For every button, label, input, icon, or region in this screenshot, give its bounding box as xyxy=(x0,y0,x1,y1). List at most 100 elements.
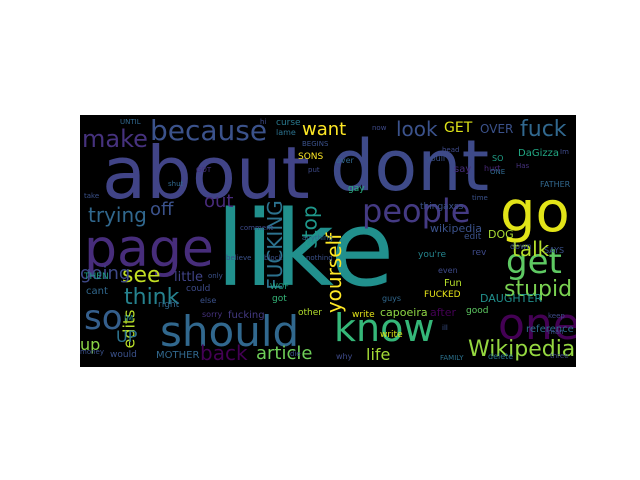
word: hurt xyxy=(484,164,501,173)
word: THEN xyxy=(84,272,109,282)
word: FUCKED xyxy=(424,290,461,300)
word: ONE xyxy=(490,168,506,176)
word: see xyxy=(122,263,161,288)
word: want xyxy=(302,119,347,140)
word: only xyxy=(208,272,223,280)
word: know xyxy=(334,306,435,350)
word: good xyxy=(466,306,489,316)
word: yourself xyxy=(322,232,347,314)
word: guys xyxy=(382,294,402,303)
word-cloud: about dont like page go people should kn… xyxy=(80,115,576,367)
word: even xyxy=(438,266,458,275)
word: thingaxss xyxy=(420,202,464,212)
word: trying xyxy=(88,203,147,227)
word: wikipedia xyxy=(430,222,483,235)
word: anything xyxy=(302,234,333,242)
word: nothing xyxy=(306,254,333,262)
word: other xyxy=(298,308,322,318)
word: stop xyxy=(297,205,322,249)
word: Im xyxy=(560,148,569,156)
word: off xyxy=(150,199,174,220)
word: shut xyxy=(168,180,184,188)
word: like xyxy=(216,188,395,310)
word: capoeira xyxy=(380,306,428,319)
word: should xyxy=(160,307,300,356)
word: FATHER xyxy=(540,180,571,189)
word: believe xyxy=(226,254,252,262)
word: take xyxy=(84,192,100,200)
word: stupid xyxy=(504,277,573,302)
word: put xyxy=(308,166,320,174)
word: Has xyxy=(516,162,530,170)
word: time xyxy=(472,194,488,202)
word: page xyxy=(84,219,214,279)
word: you're xyxy=(418,250,447,260)
word: man xyxy=(548,328,564,336)
word: down xyxy=(510,242,532,251)
word: cant xyxy=(86,286,108,297)
word: SONS xyxy=(298,152,324,162)
word: look xyxy=(396,117,438,141)
word: DOG xyxy=(488,228,514,241)
word: curse xyxy=(276,118,301,128)
word: right xyxy=(158,300,180,310)
word: reference xyxy=(526,324,574,335)
word: why xyxy=(336,352,353,361)
word: delete xyxy=(488,352,514,361)
word: WOF xyxy=(270,282,289,291)
word: die xyxy=(290,350,301,358)
word: fucking xyxy=(228,310,265,321)
word: Wikipedia xyxy=(468,337,576,362)
word: SAYS xyxy=(544,246,565,255)
word: one xyxy=(498,299,576,350)
word: talk xyxy=(512,237,550,261)
word: three xyxy=(550,352,569,360)
word: rev xyxy=(472,248,487,258)
word: up xyxy=(80,335,101,354)
word: UNTIL xyxy=(120,118,141,126)
word: MOTHER xyxy=(156,350,200,361)
word: could xyxy=(186,284,211,294)
word: go xyxy=(500,180,570,245)
word: keep xyxy=(548,312,565,320)
word: UP xyxy=(116,327,138,346)
word: write xyxy=(380,330,403,340)
word: write xyxy=(352,310,375,320)
word: now xyxy=(372,124,387,132)
word: head xyxy=(442,146,460,154)
word: hi xyxy=(260,118,267,126)
word: OVER xyxy=(480,122,514,136)
word: fuck xyxy=(520,117,567,142)
word: over xyxy=(336,156,354,165)
word: lame xyxy=(276,128,296,137)
word: out xyxy=(204,191,234,212)
word: people xyxy=(362,192,471,230)
word: youll xyxy=(426,154,446,163)
word: so xyxy=(84,298,123,338)
word: gay xyxy=(348,184,365,194)
word: ill xyxy=(442,324,448,332)
word: SO xyxy=(492,154,504,163)
word: say xyxy=(454,164,472,175)
word: GOT xyxy=(196,166,212,174)
word: get xyxy=(506,242,562,282)
word: going xyxy=(80,263,131,284)
word: GET xyxy=(444,120,473,136)
word: about xyxy=(102,131,310,215)
word: after xyxy=(430,306,457,319)
word: edit xyxy=(464,232,482,242)
word: got xyxy=(272,294,287,304)
word: Fun xyxy=(444,278,462,289)
word: sorry xyxy=(202,310,223,319)
word: think xyxy=(124,285,180,310)
word: because xyxy=(150,115,268,147)
word: comment xyxy=(240,224,274,232)
word: else xyxy=(200,296,217,305)
word: DAUGHTER xyxy=(480,292,542,305)
word: BEGINS xyxy=(302,140,329,148)
word: money xyxy=(80,348,104,356)
word: would xyxy=(110,350,137,360)
word: IM xyxy=(124,314,134,323)
word: article xyxy=(256,343,313,364)
word: FAMILY xyxy=(440,354,464,362)
